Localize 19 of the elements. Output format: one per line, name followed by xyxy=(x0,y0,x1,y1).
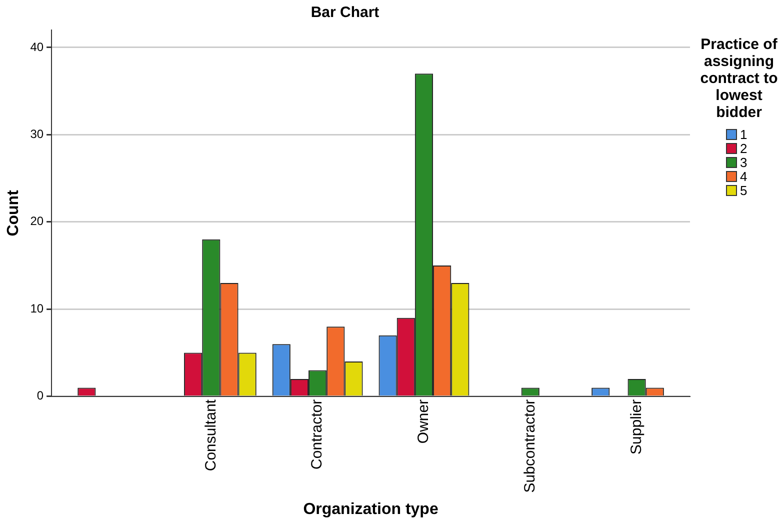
y-tick-label: 30 xyxy=(30,127,44,142)
legend-label: 3 xyxy=(740,154,748,170)
y-tick-label: 0 xyxy=(36,388,44,403)
y-tick-label: 20 xyxy=(30,214,44,228)
y-axis-title: Count xyxy=(5,189,22,236)
y-tick-label: 10 xyxy=(30,301,44,316)
legend-label: 4 xyxy=(740,168,748,184)
legend-label: 2 xyxy=(740,140,748,156)
x-tick-label: Subcontractor xyxy=(522,399,539,493)
chart-title: Bar Chart xyxy=(310,4,380,22)
x-axis-title: Organization type xyxy=(303,500,438,518)
x-tick-label: Owner xyxy=(415,399,432,444)
legend-label: 1 xyxy=(740,126,748,142)
legend-title: Practice of assigning contract to lowest bidder xyxy=(699,36,779,121)
x-tick-label: Contractor xyxy=(308,399,326,470)
x-tick-label: Supplier xyxy=(628,399,645,454)
legend-label: 5 xyxy=(740,182,748,198)
y-tick-label: 40 xyxy=(30,40,44,54)
x-tick-label: Consultant xyxy=(202,398,220,472)
